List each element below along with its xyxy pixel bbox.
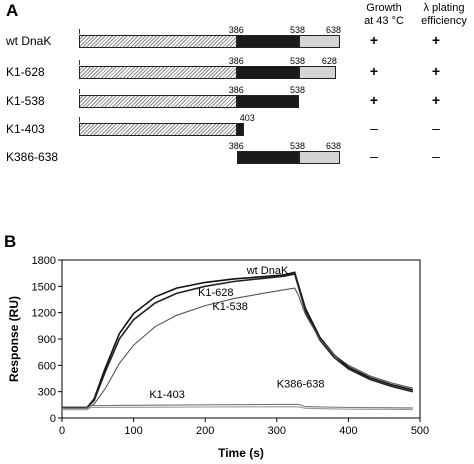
series-line-wt-dnak [62,271,413,409]
growth-result: + [369,63,379,79]
x-tick-label: 0 [59,425,65,437]
series-line-k1-403 [62,403,413,409]
growth-header-line1: Growth [366,2,402,14]
y-tick-label: 300 [38,387,56,399]
construct-row: K1-538 386 538 + + [0,85,474,112]
series-annotation: K1-403 [149,389,184,401]
residue-position-label: 628 [321,56,337,66]
plating-result: + [431,92,441,108]
lid-domain-segment [299,151,340,164]
y-tick-label: 600 [38,360,56,372]
construct-label: K1-628 [6,65,45,79]
construct-row: K386-638 386 538 638 – – [0,141,474,168]
y-tick-label: 1500 [32,281,56,293]
substrate-binding-segment [236,151,299,164]
x-tick-label: 400 [339,425,357,437]
atpase-domain-segment [79,66,237,79]
growth-header-line2: at 43 °C [364,15,404,27]
plating-header-line1: λ plating [423,2,465,14]
growth-result: + [369,32,379,48]
x-tick-label: 500 [411,425,429,437]
substrate-binding-segment [236,123,244,136]
panel-b-letter: B [4,232,17,251]
lid-domain-segment [299,66,336,79]
plating-result: + [431,63,441,79]
y-axis-label: Response (RU) [7,296,21,382]
start-tick [79,89,80,94]
construct-row: wt DnaK 386 538 638 + + [0,25,474,52]
series-line-k1-628 [62,273,413,409]
y-tick-label: 900 [38,334,56,346]
construct-label: K1-538 [6,94,45,108]
residue-position-label: 386 [228,85,244,95]
plot-frame [61,259,421,419]
residue-position-label: 638 [326,25,342,35]
plating-header-line2: efficiency [421,15,467,27]
series-annotation: K1-538 [212,301,247,313]
lid-domain-segment [299,35,340,48]
residue-position-label: 403 [239,113,255,123]
series-line-k1-538 [62,287,413,409]
residue-position-label: 638 [326,141,342,151]
y-tick-label: 0 [50,413,56,425]
plating-result: + [431,32,441,48]
growth-result: – [370,120,378,136]
atpase-domain-segment [79,95,237,108]
x-axis-label: Time (s) [218,446,264,460]
atpase-domain-segment [79,35,237,48]
start-tick [79,29,80,34]
substrate-binding-segment [236,35,299,48]
construct-row: K1-403 403 – – [0,113,474,140]
residue-position-label: 538 [290,56,306,66]
series-annotation: wt DnaK [246,265,289,277]
construct-label: wt DnaK [6,34,52,48]
x-tick-label: 200 [196,425,214,437]
residue-position-label: 538 [290,141,306,151]
x-tick-label: 100 [124,425,142,437]
construct-row: K1-628 386 538 628 + + [0,56,474,83]
substrate-binding-segment [236,66,299,79]
residue-position-label: 538 [290,25,306,35]
growth-result: + [369,92,379,108]
residue-position-label: 386 [228,141,244,151]
plating-result: – [432,148,440,164]
series-annotation: K386-638 [277,378,325,390]
start-tick [79,117,80,122]
series-line-k386-638 [62,406,413,411]
y-tick-label: 1200 [32,308,56,320]
spr-sensorgram-chart: 0 100 200 300 400 500 0 300 600 900 1200 1500 1800 Ti… [7,255,429,460]
y-tick-label: 1800 [32,255,56,267]
construct-label: K386-638 [6,150,59,164]
growth-result: – [370,148,378,164]
plating-column-header: λ plating efficiency [414,2,474,28]
series-annotation: K1-628 [198,287,233,299]
construct-label: K1-403 [6,122,45,136]
panel-a-letter: A [6,1,19,20]
start-tick [79,60,80,65]
residue-position-label: 386 [228,56,244,66]
atpase-domain-segment [79,123,237,136]
x-tick-label: 300 [268,425,286,437]
substrate-binding-segment [236,95,299,108]
residue-position-label: 386 [228,25,244,35]
plating-result: – [432,120,440,136]
growth-column-header: Growth at 43 °C [359,2,409,28]
residue-position-label: 538 [290,85,306,95]
